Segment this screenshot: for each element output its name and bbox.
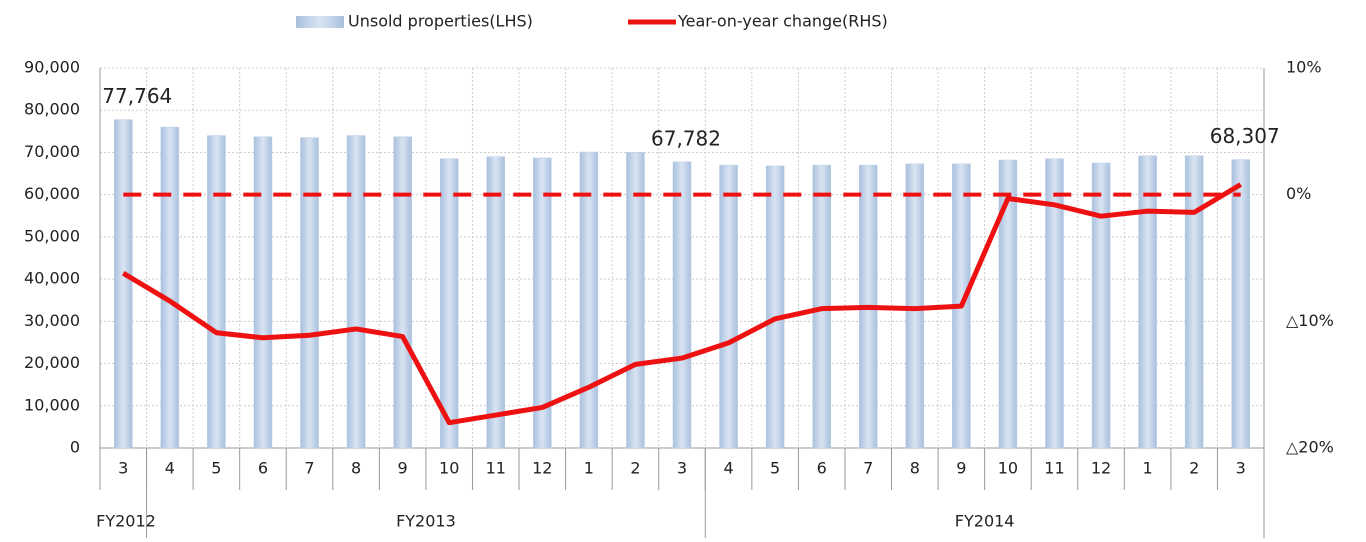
value-label: 68,307 [1210, 124, 1280, 148]
x-tick-label: 12 [532, 459, 552, 478]
x-tick-label: 5 [211, 459, 221, 478]
bar [393, 136, 412, 449]
bar [253, 136, 273, 449]
y-tick-label: 10,000 [24, 395, 80, 414]
bar [486, 156, 506, 449]
y-tick-label: 40,000 [24, 269, 80, 288]
x-tick-label: 1 [1143, 459, 1153, 478]
legend-label: Unsold properties(LHS) [348, 12, 533, 31]
legend-swatch-bar [296, 16, 344, 28]
x-tick-label: 8 [910, 459, 920, 478]
y-tick-label: 50,000 [24, 226, 80, 245]
line-series [121, 182, 1243, 426]
x-tick-label: 9 [956, 459, 966, 478]
x-tick-label: 7 [304, 459, 314, 478]
x-tick-label: 2 [1189, 459, 1199, 478]
value-label: 67,782 [651, 126, 721, 150]
y-tick-label: 80,000 [24, 100, 80, 119]
bar [207, 135, 226, 449]
x-tick-label: 8 [351, 459, 361, 478]
x-tick-label: 1 [584, 459, 594, 478]
bar [533, 157, 552, 449]
x-tick-label: 11 [486, 459, 506, 478]
x-tick-label: 3 [677, 459, 687, 478]
x-tick-label: 6 [817, 459, 827, 478]
x-tick-label: 4 [165, 459, 175, 478]
bar [1091, 162, 1111, 449]
x-tick-label: 3 [118, 459, 128, 478]
y-tick-label: 30,000 [24, 311, 80, 330]
x-tick-label: 9 [398, 459, 408, 478]
x-tick-label: 4 [723, 459, 733, 478]
x-tick-label: 10 [998, 459, 1018, 478]
bar [1138, 155, 1157, 449]
bar [765, 165, 785, 449]
x-tick-label: 11 [1044, 459, 1064, 478]
y2-tick-label: 10% [1286, 58, 1322, 77]
value-label: 77,764 [102, 84, 172, 108]
bar [672, 161, 692, 449]
group-label: FY2013 [396, 512, 456, 531]
bar [160, 126, 180, 449]
y2-tick-label: △20% [1286, 438, 1334, 457]
group-label: FY2014 [955, 512, 1015, 531]
x-tick-label: 3 [1236, 459, 1246, 478]
y2-tick-label: 0% [1286, 184, 1311, 203]
bar [579, 151, 599, 449]
x-tick-label: 2 [630, 459, 640, 478]
y-tick-label: 90,000 [24, 58, 80, 77]
bar [114, 119, 133, 449]
y-tick-label: 20,000 [24, 353, 80, 372]
bar [1184, 155, 1204, 449]
legend-label: Year-on-year change(RHS) [677, 12, 888, 31]
bar [1045, 158, 1064, 449]
bar [998, 159, 1018, 449]
bar [626, 152, 645, 449]
y2-tick-label: △10% [1286, 311, 1334, 330]
x-tick-label: 7 [863, 459, 873, 478]
group-label: FY2012 [96, 512, 156, 531]
bar [300, 137, 319, 449]
x-tick-label: 10 [439, 459, 459, 478]
bar [439, 158, 459, 449]
bar [346, 135, 366, 449]
y-tick-label: 70,000 [24, 142, 80, 161]
y-tick-label: 60,000 [24, 184, 80, 203]
bar [719, 164, 738, 449]
x-tick-label: 6 [258, 459, 268, 478]
x-tick-label: 12 [1091, 459, 1111, 478]
bar [1231, 159, 1250, 449]
x-tick-label: 5 [770, 459, 780, 478]
y-tick-label: 0 [70, 438, 80, 457]
